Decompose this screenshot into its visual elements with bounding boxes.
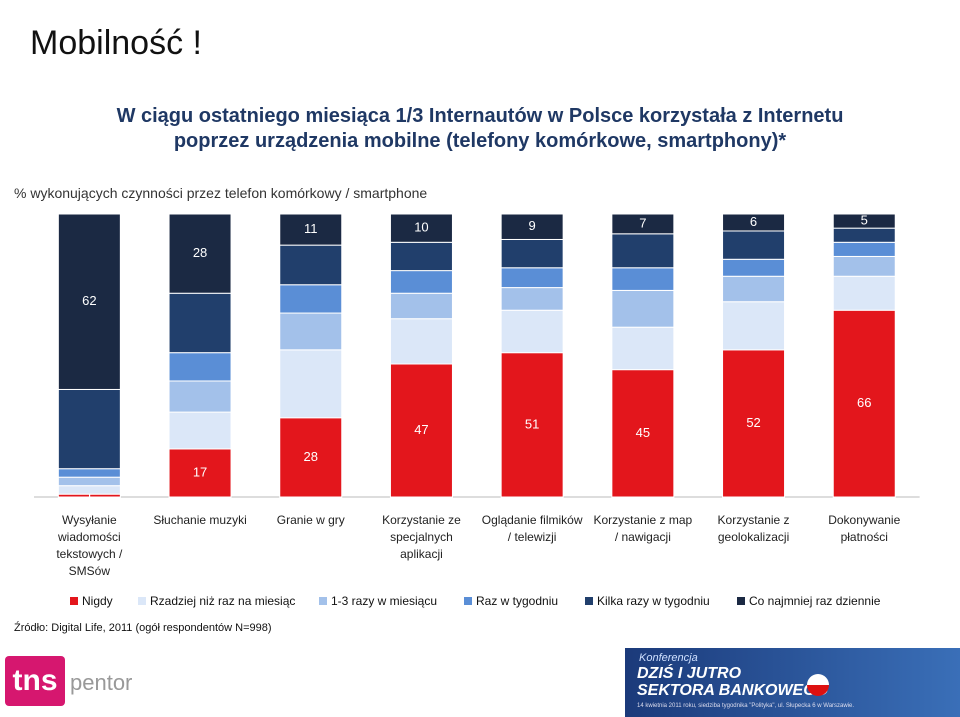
event-line: DZIŚ I JUTRO [637, 665, 742, 682]
data-label: 47 [414, 422, 428, 437]
data-label: 51 [525, 416, 539, 431]
x-tick-label: Korzystanie ze specjalnych aplikacji [382, 513, 461, 561]
source: Źródło: Digital Life, 2011 (ogół respond… [14, 622, 272, 634]
data-label: 10 [414, 220, 428, 235]
legend-swatch [138, 597, 146, 605]
bar-segment [389, 270, 453, 294]
bar-segment [832, 309, 896, 498]
data-label: 52 [746, 415, 760, 430]
bar-segment [500, 238, 564, 269]
data-label: 28 [304, 449, 318, 464]
bar-segment [722, 349, 786, 498]
bar-segment [279, 312, 343, 351]
legend-label: Raz w tygodniu [476, 594, 559, 608]
bar-segment [611, 326, 675, 371]
bar-segment [168, 352, 232, 382]
bar-segment [832, 255, 896, 277]
bar-segment [168, 448, 232, 498]
bar-segment [500, 267, 564, 289]
bar-segment [832, 275, 896, 311]
event-kicker: Konferencja [639, 652, 698, 664]
chart-title: % wykonujących czynności przez telefon k… [14, 185, 428, 201]
bar-segment [57, 213, 121, 390]
legend-label: 1-3 razy w miesiącu [331, 594, 438, 608]
bar-segment [57, 476, 121, 487]
subtitle-line: poprzez urządzenia mobilne (telefony kom… [173, 130, 787, 152]
bar-segment [57, 388, 121, 470]
bar-segment [168, 411, 232, 450]
bar-segment [832, 227, 896, 243]
bar-segment [722, 213, 786, 232]
legend-swatch [737, 597, 745, 605]
data-label: 45 [636, 425, 650, 440]
subtitle-line: W ciągu ostatniego miesiąca 1/3 Internau… [116, 105, 844, 127]
event-line: SEKTORA BANKOWEGO [637, 682, 829, 699]
data-label: 66 [857, 395, 871, 410]
subtitle: W ciągu ostatniego miesiąca 1/3 Internau… [0, 104, 960, 154]
x-tick-label: Wysyłanie wiadomości tekstowych / SMSów [56, 513, 123, 578]
bar-segment [500, 287, 564, 311]
footer: tns pentor Konferencja DZIŚ I JUTRO SEKT… [0, 648, 960, 717]
flag-icon [807, 674, 829, 696]
bar-segment [500, 213, 564, 240]
slide-title: Mobilność ! [30, 24, 202, 62]
data-label: 17 [193, 464, 207, 479]
data-label: 11 [304, 221, 318, 236]
legend-label: Rzadziej niż raz na miesiąc [150, 594, 296, 608]
bar-segment [611, 233, 675, 269]
data-label: 28 [193, 245, 207, 260]
bar-segment [500, 309, 564, 354]
bar-segment [611, 213, 675, 235]
bar-segment [722, 258, 786, 277]
bar-segment [722, 275, 786, 303]
x-tick-label: Korzystanie z geolokalizacji [717, 513, 790, 544]
bar-segment [389, 292, 453, 320]
bar-segment [168, 213, 232, 294]
x-tick-label: Oglądanie filmików / telewizji [481, 513, 583, 544]
bar-segment [57, 468, 121, 478]
event-note: 14 kwietnia 2011 roku, siedziba tygodnik… [637, 703, 855, 709]
data-label: 9 [529, 218, 536, 233]
bar-segment [279, 244, 343, 286]
data-label: 62 [82, 293, 96, 308]
logo-sub: pentor [70, 670, 133, 695]
bar-segment [168, 380, 232, 413]
legend-label: Kilka razy w tygodniu [597, 594, 710, 608]
bar-segment [389, 213, 453, 243]
bar-segment [611, 289, 675, 328]
legend-swatch [464, 597, 472, 605]
logo-main: tns [5, 656, 65, 706]
x-tick-label: Korzystanie z map / nawigacji [593, 513, 693, 544]
legend-label: Nigdy [82, 594, 113, 608]
bar-segment [832, 213, 896, 229]
bar-segment [279, 213, 343, 246]
data-label: 5 [861, 213, 868, 228]
bar-segment [279, 284, 343, 314]
bar-segment [611, 267, 675, 291]
bar-segment [832, 241, 896, 257]
event-banner: Konferencja DZIŚ I JUTRO SEKTORA BANKOWE… [625, 648, 960, 717]
legend-swatch [585, 597, 593, 605]
bar-segment [500, 352, 564, 498]
legend-swatch [319, 597, 327, 605]
bar-segment [389, 318, 453, 365]
bar-segment [279, 417, 343, 498]
bar-segment [722, 230, 786, 260]
bar-segment [722, 301, 786, 351]
legend-swatch [70, 597, 78, 605]
bar-segment [168, 292, 232, 354]
x-tick-label: Słuchanie muzyki [153, 513, 247, 527]
bar-segment [389, 241, 453, 272]
data-label: 7 [639, 215, 646, 230]
x-tick-label: Granie w gry [276, 513, 345, 527]
legend-label: Co najmniej raz dziennie [749, 594, 881, 608]
bar-segment [279, 349, 343, 419]
bar-segment [57, 485, 121, 495]
bar-segment [611, 369, 675, 498]
data-label: 6 [750, 214, 757, 229]
x-tick-label: Dokonywanie płatności [828, 513, 901, 544]
